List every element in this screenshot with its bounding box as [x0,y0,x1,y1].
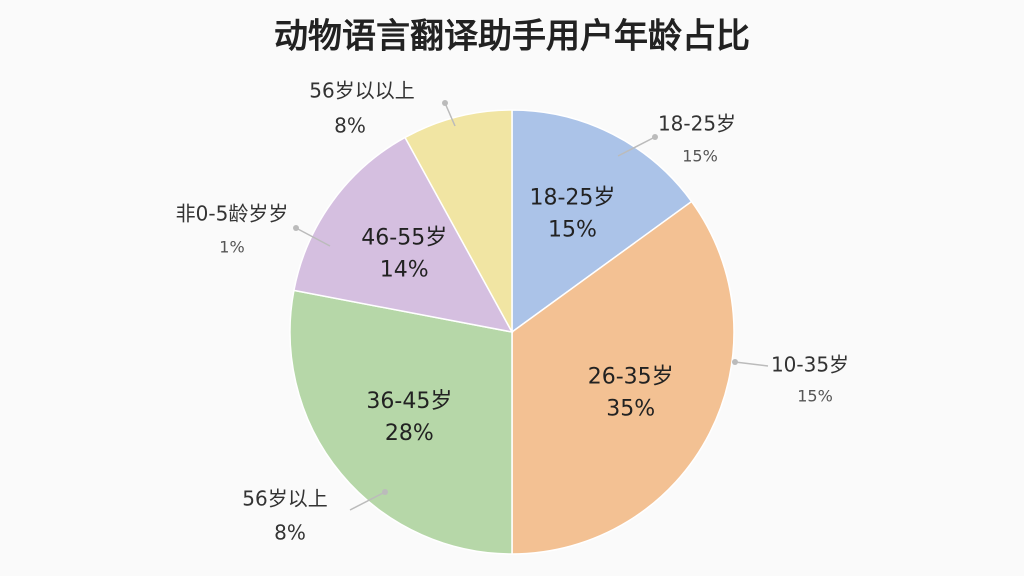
slice-value-label: 14% [380,258,429,283]
leader-dot [382,489,388,495]
annotation-text: 15% [797,387,833,406]
leader-dot [293,225,299,231]
pie-slice [404,109,513,333]
leader-dot [652,134,658,140]
annotation-text: 8% [274,521,306,545]
annotation-text: 15% [682,147,718,166]
annotation-label: 56岁以以上 [309,79,414,103]
slice-value-label: 35% [606,396,655,421]
leader-dot [442,100,448,106]
slice-label: 18-25岁 [530,185,616,210]
pie-slice [289,289,513,555]
pie-slice [511,109,693,334]
slice-label: 36-45岁 [366,389,452,414]
annotation-label: 10-35岁 [771,353,849,377]
slice-label: 26-35岁 [588,364,674,389]
annotation-label: 非0-5龄岁岁 [176,202,289,226]
slice-label: 46-55岁 [361,226,447,251]
leader-line [734,361,769,367]
leader-line [617,136,656,157]
leader-line [349,491,386,511]
annotation-label: 56岁以上 [242,487,327,511]
slice-value-label: 15% [548,217,597,242]
leader-line [295,227,331,247]
leader-line [444,102,456,127]
leader-dot [732,359,738,365]
annotation-text: 1% [219,238,244,257]
pie-slice [293,136,514,334]
chart-title: 动物语言翻译助手用户年龄占比 [274,17,750,57]
annotation-text: 8% [334,114,366,138]
pie-slice [511,200,735,555]
slice-value-label: 28% [385,421,434,446]
annotation-label: 18-25岁 [658,112,736,136]
